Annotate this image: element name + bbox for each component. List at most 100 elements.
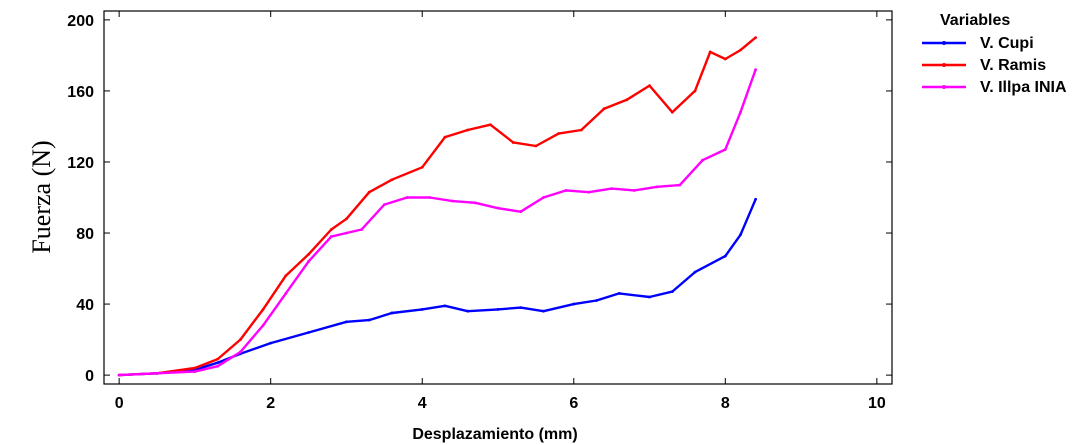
data-point xyxy=(496,206,500,210)
data-point xyxy=(542,196,545,199)
data-point xyxy=(496,308,500,311)
x-tick-label: 2 xyxy=(266,395,275,412)
data-point xyxy=(708,50,712,54)
data-point xyxy=(466,128,470,132)
data-point xyxy=(701,158,704,162)
data-point xyxy=(754,36,758,40)
series-line-2 xyxy=(119,36,757,377)
data-point xyxy=(420,165,424,169)
legend-marker xyxy=(942,85,946,89)
data-point xyxy=(754,197,758,201)
data-point xyxy=(284,292,288,295)
data-point xyxy=(632,188,636,192)
data-point xyxy=(489,123,492,127)
data-point xyxy=(473,201,477,205)
data-point xyxy=(307,252,310,256)
data-point xyxy=(443,135,447,139)
y-tick-label: 160 xyxy=(67,84,94,101)
data-point xyxy=(572,302,576,306)
data-point xyxy=(307,260,310,263)
data-point xyxy=(360,228,364,231)
data-point xyxy=(625,98,629,102)
data-point xyxy=(367,190,371,194)
x-tick-label: 0 xyxy=(115,395,124,412)
data-point xyxy=(261,308,265,311)
legend: Variables V. Cupi V. Ramis V. Illpa INIA xyxy=(922,12,1067,96)
data-point xyxy=(595,299,598,302)
y-tick-label: 120 xyxy=(67,155,94,172)
series-line-3 xyxy=(119,69,757,377)
data-point xyxy=(284,274,288,278)
data-point xyxy=(564,188,568,192)
data-point xyxy=(511,141,515,144)
data-point xyxy=(723,148,727,151)
x-tick-label: 4 xyxy=(418,395,427,412)
data-point xyxy=(723,57,727,61)
legend-marker xyxy=(942,41,946,45)
data-point xyxy=(723,254,727,258)
data-point xyxy=(648,295,651,299)
y-axis-label: Fuerza (N) xyxy=(27,140,56,253)
data-point xyxy=(587,190,591,194)
data-point xyxy=(610,187,614,191)
data-point xyxy=(557,132,561,135)
y-tick-label: 40 xyxy=(76,297,94,314)
data-point xyxy=(617,292,621,295)
data-point xyxy=(329,235,333,238)
data-point xyxy=(155,371,159,375)
data-point xyxy=(216,361,220,365)
data-point xyxy=(405,196,409,199)
plot-area xyxy=(103,10,893,385)
y-axis: 0 40 80 120 160 200 xyxy=(67,13,892,385)
data-point xyxy=(345,320,348,324)
data-point xyxy=(216,357,220,361)
data-point xyxy=(443,304,447,308)
data-point xyxy=(329,228,333,231)
data-point xyxy=(390,178,394,182)
data-point xyxy=(670,290,674,294)
data-point xyxy=(466,309,470,313)
data-point xyxy=(648,84,651,87)
data-point xyxy=(345,217,348,221)
data-point xyxy=(307,331,310,334)
data-point xyxy=(739,233,742,237)
data-point xyxy=(117,373,121,377)
data-point xyxy=(602,107,606,111)
data-point xyxy=(261,323,265,327)
data-point xyxy=(670,110,674,114)
data-point xyxy=(238,338,242,341)
data-point xyxy=(579,128,583,132)
y-tick-label: 200 xyxy=(67,13,94,30)
y-tick-label: 80 xyxy=(76,226,94,243)
data-point xyxy=(451,199,454,203)
y-tick-label: 0 xyxy=(85,368,94,385)
data-point xyxy=(534,144,538,148)
data-point xyxy=(193,370,197,373)
data-point xyxy=(655,185,659,189)
data-point xyxy=(754,68,758,72)
data-point xyxy=(382,203,386,207)
legend-label: V. Ramis xyxy=(980,57,1046,74)
data-point xyxy=(678,183,682,187)
data-point xyxy=(367,318,371,322)
data-point xyxy=(238,350,242,354)
data-point xyxy=(693,89,697,93)
x-tick-label: 6 xyxy=(569,395,578,412)
x-tick-label: 10 xyxy=(868,395,886,412)
x-axis-label: Desplazamiento (mm) xyxy=(412,426,577,443)
data-point xyxy=(739,48,742,52)
data-point xyxy=(420,308,424,311)
legend-label: V. Cupi xyxy=(980,35,1034,52)
data-point xyxy=(519,306,523,310)
legend-label: V. Illpa INIA xyxy=(980,79,1067,96)
legend-marker xyxy=(942,63,946,67)
series-line-1 xyxy=(119,198,757,377)
data-point xyxy=(345,231,348,235)
data-point xyxy=(693,270,697,274)
x-axis: 0 2 4 6 8 10 xyxy=(115,11,886,412)
data-point xyxy=(428,196,432,199)
data-point xyxy=(390,311,394,315)
legend-title: Variables xyxy=(940,12,1010,29)
data-point xyxy=(269,341,273,345)
